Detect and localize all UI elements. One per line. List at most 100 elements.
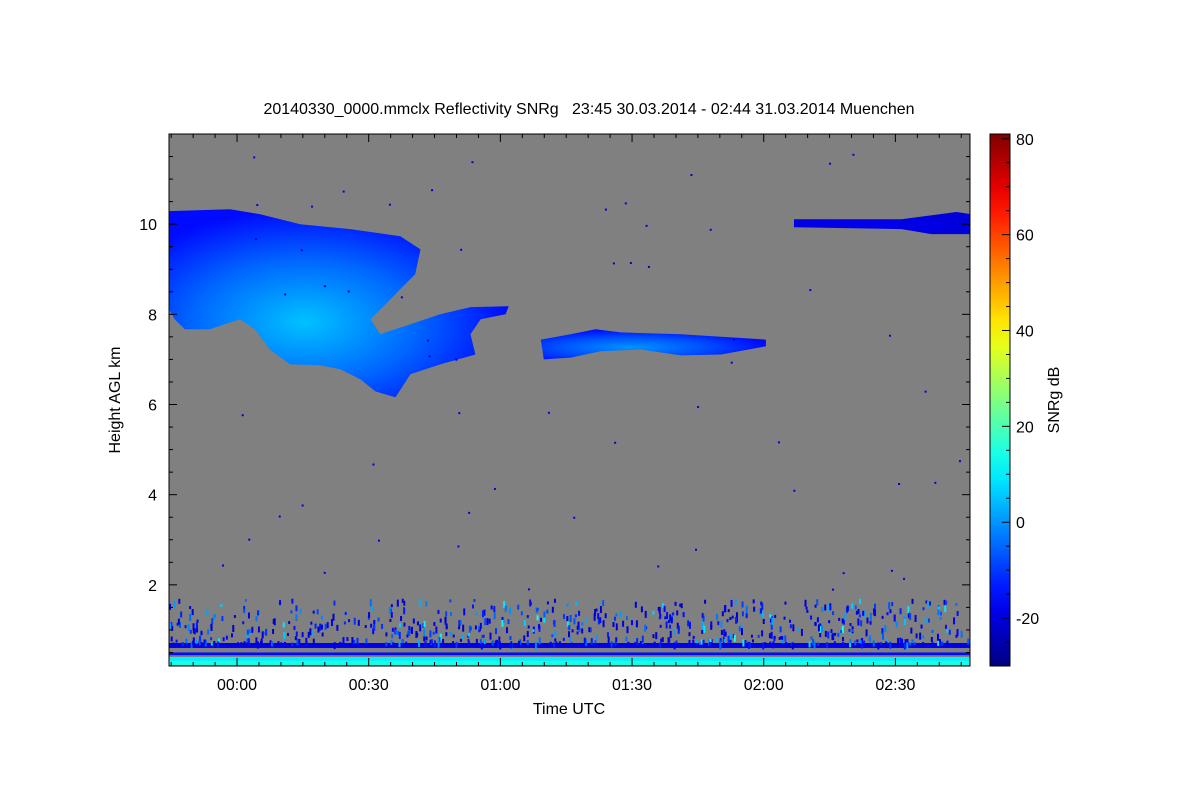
speckle [857, 618, 860, 626]
speckle [536, 607, 539, 611]
speckle [519, 639, 522, 646]
axes: 00:00 00:30 01:00 01:30 02:00 02:30 2 4 6 8 10 [139, 133, 970, 694]
speckle [907, 611, 910, 619]
speckle [874, 603, 877, 609]
speckle [332, 613, 335, 621]
speckle [405, 641, 408, 647]
speckle [898, 482, 901, 485]
speckle [615, 623, 618, 631]
speckle [177, 618, 180, 625]
speckle [348, 619, 351, 623]
speckle [429, 639, 432, 644]
speckle [821, 606, 824, 612]
speckle [777, 441, 780, 444]
colorbar-tick-label: 80 [1016, 132, 1034, 149]
speckle [665, 621, 668, 629]
speckle [567, 625, 570, 629]
speckle [748, 641, 751, 649]
speckle [284, 641, 287, 648]
speckle [745, 613, 748, 619]
speckle [658, 616, 661, 620]
speckle [753, 606, 756, 612]
speckle [475, 612, 478, 616]
speckle [344, 611, 347, 615]
speckle [333, 642, 336, 650]
speckle [390, 611, 393, 618]
speckle [251, 626, 254, 633]
speckle [372, 628, 375, 635]
speckle [369, 599, 372, 607]
speckle [273, 618, 276, 626]
speckle [221, 616, 224, 622]
speckle [319, 623, 322, 631]
speckle [213, 640, 216, 648]
speckle [866, 617, 869, 624]
speckle [342, 190, 345, 193]
speckle [529, 599, 532, 607]
speckle [425, 601, 428, 607]
speckle [809, 289, 812, 292]
plot-background [169, 134, 970, 666]
speckle [204, 639, 207, 647]
speckle [429, 630, 432, 638]
speckle [241, 414, 244, 417]
speckle [844, 613, 847, 621]
speckle [660, 638, 663, 643]
speckle [687, 620, 690, 627]
speckle [502, 619, 505, 623]
speckle [762, 618, 765, 624]
colorbar-tick-label: -20 [1016, 611, 1039, 628]
speckle [906, 642, 909, 650]
speckle [772, 641, 775, 649]
speckle [271, 641, 274, 647]
speckle [491, 640, 494, 646]
speckle [922, 642, 925, 647]
speckle [789, 624, 792, 629]
speckle [810, 615, 813, 620]
band-0.25km [169, 660, 970, 666]
speckle [899, 637, 902, 644]
speckle [546, 601, 549, 605]
speckle [247, 638, 250, 646]
speckle [599, 606, 602, 614]
speckle [400, 615, 403, 621]
speckle [922, 607, 925, 611]
speckle [398, 642, 401, 648]
speckle [248, 538, 251, 541]
speckle [769, 641, 772, 648]
speckle [903, 615, 906, 619]
colorbar-tick-label: 20 [1016, 419, 1034, 436]
speckle [422, 623, 425, 629]
speckle [459, 619, 462, 625]
speckle [726, 619, 729, 623]
speckle [169, 622, 172, 629]
speckle [449, 599, 452, 603]
speckle [333, 600, 336, 606]
speckle [639, 640, 642, 647]
speckle [439, 618, 442, 623]
speckle [170, 636, 173, 642]
speckle [732, 634, 735, 639]
cloud-layer-10km [794, 212, 970, 235]
speckle [173, 600, 176, 608]
speckle [594, 609, 597, 615]
speckle [849, 623, 852, 627]
speckle [193, 628, 196, 635]
speckle [526, 615, 529, 619]
speckle [479, 622, 482, 629]
speckle [925, 600, 928, 604]
speckle [309, 628, 312, 636]
speckle [837, 632, 840, 637]
speckle [324, 623, 327, 630]
speckle [570, 642, 573, 647]
speckle [886, 612, 889, 616]
speckle [806, 609, 809, 613]
speckle [569, 637, 572, 642]
speckle [851, 602, 854, 609]
speckle [655, 632, 658, 640]
speckle [536, 615, 539, 621]
speckle [391, 634, 394, 639]
speckle [834, 632, 837, 636]
speckle [742, 639, 745, 647]
speckle [967, 638, 970, 645]
